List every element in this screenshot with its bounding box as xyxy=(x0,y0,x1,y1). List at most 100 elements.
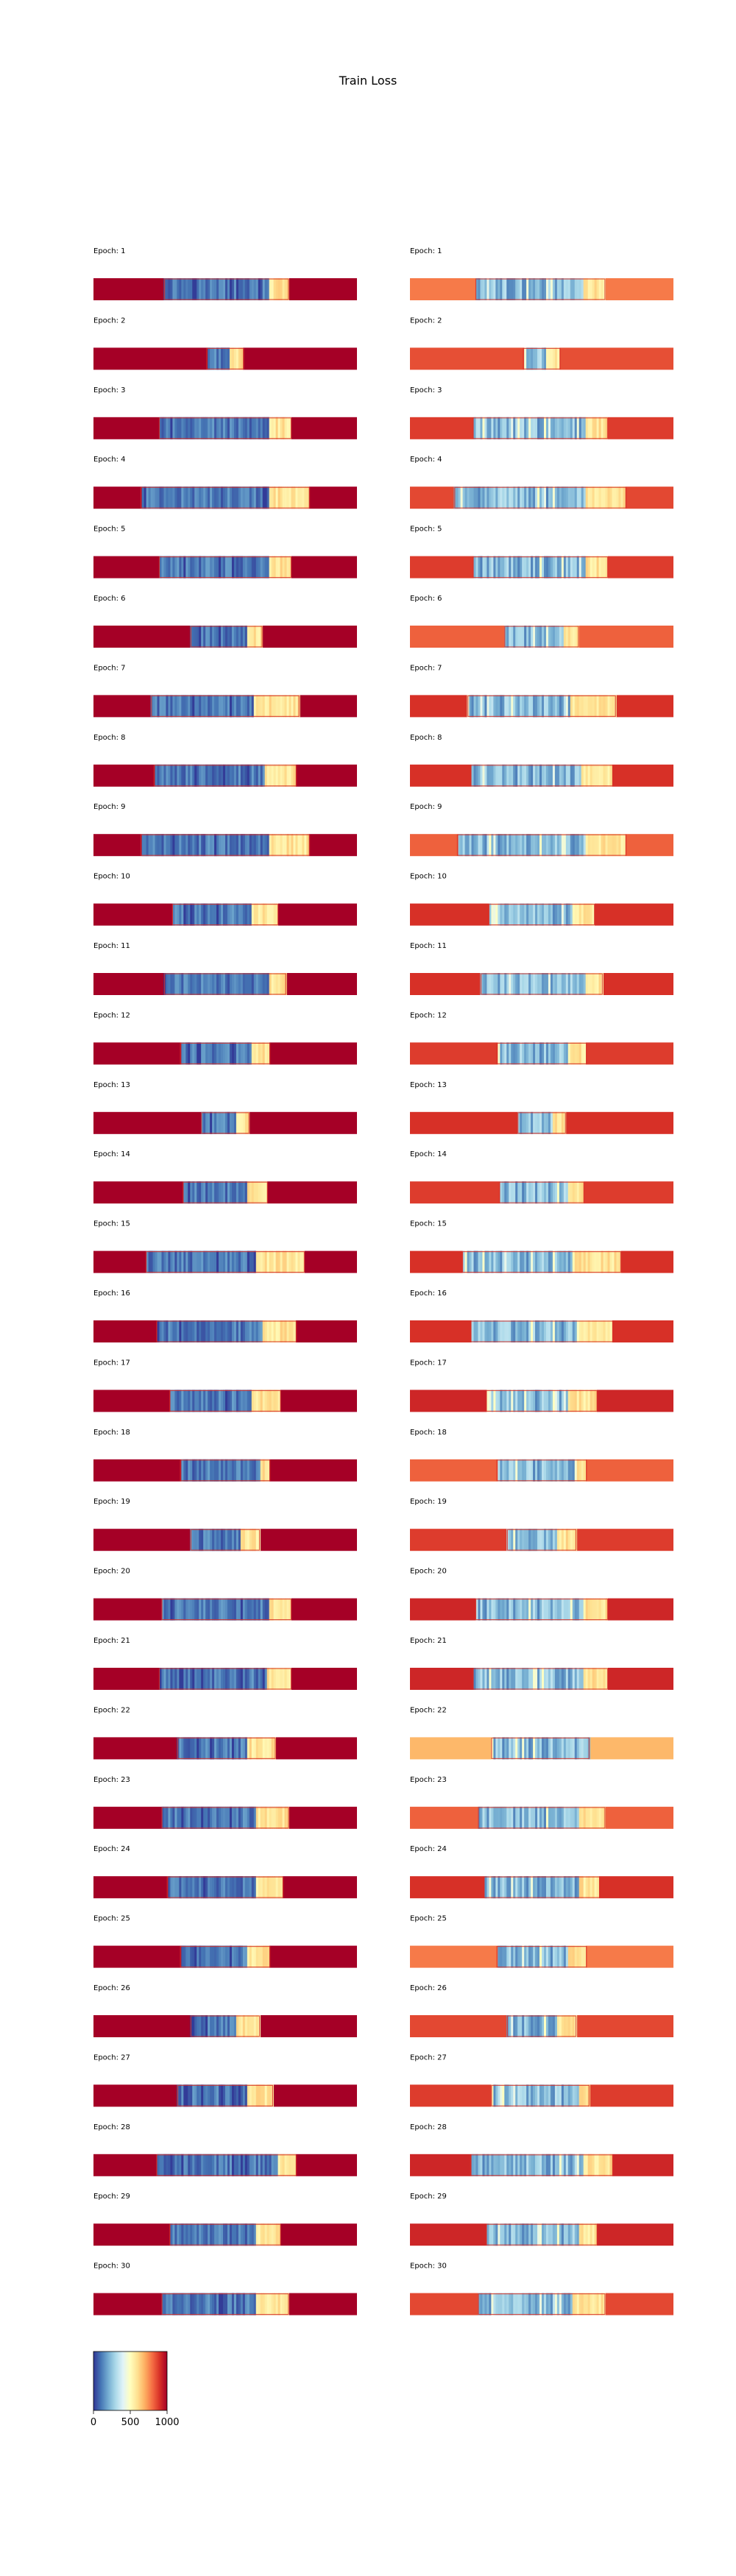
heatmap-cell xyxy=(251,278,255,300)
epoch-label: Epoch: 9 xyxy=(410,803,442,811)
heatmap-cell xyxy=(548,903,551,926)
heatmap-cell xyxy=(570,973,573,995)
heatmap-cell xyxy=(554,626,558,648)
heatmap-cell xyxy=(482,695,485,718)
heatmap-cell xyxy=(223,903,226,926)
heatmap-cell xyxy=(563,1459,567,1482)
heatmap-cell xyxy=(194,2015,197,2037)
heatmap-cell xyxy=(548,1320,551,1342)
heatmap-cell xyxy=(556,1668,560,1690)
heatmap-cell xyxy=(251,556,255,578)
heatmap-cell xyxy=(545,556,549,578)
heatmap-cell xyxy=(515,626,518,648)
heatmap-cell xyxy=(548,834,551,857)
heatmap-cell xyxy=(255,626,259,648)
heatmap-cell xyxy=(531,347,534,370)
heatmap-cell xyxy=(550,2015,553,2037)
heatmap-cell xyxy=(216,278,219,300)
heatmap-cell xyxy=(212,556,215,578)
heatmap-cell xyxy=(240,278,244,300)
heatmap-cell xyxy=(168,1598,171,1621)
heatmap-cell xyxy=(192,1737,195,1760)
heatmap-cell xyxy=(271,973,275,995)
heatmap-cell xyxy=(208,903,210,926)
heatmap-cell xyxy=(152,695,155,718)
heatmap-cell xyxy=(225,1320,228,1342)
heatmap-cell xyxy=(528,1737,531,1760)
heatmap-cell xyxy=(550,834,553,857)
heatmap-cell xyxy=(554,973,558,995)
heatmap-cell xyxy=(570,2084,573,2107)
heatmap-cell xyxy=(618,486,621,509)
heatmap-cell xyxy=(581,1042,584,1065)
heatmap-cell xyxy=(605,1250,608,1273)
heatmap-cell xyxy=(484,1876,487,1899)
heatmap-cell xyxy=(146,834,149,857)
heatmap-cell xyxy=(185,695,188,718)
heatmap-cell xyxy=(504,1042,507,1065)
heatmap-cell xyxy=(491,1876,494,1899)
epoch-label: Epoch: 12 xyxy=(93,1011,130,1019)
heatmap-cell xyxy=(214,2154,217,2176)
heatmap-cell xyxy=(495,1876,498,1899)
heatmap-cell xyxy=(601,1668,604,1690)
heatmap-cell xyxy=(504,2154,507,2176)
epoch-label: Epoch: 5 xyxy=(410,526,442,534)
heatmap-cell xyxy=(533,2015,536,2037)
epoch-label: Epoch: 25 xyxy=(93,1915,130,1923)
heatmap-cell xyxy=(185,834,188,857)
heatmap-cell xyxy=(473,695,476,718)
heatmap-cell xyxy=(253,1529,257,1551)
heatmap-cell xyxy=(574,1181,578,1204)
heatmap-cell xyxy=(572,1737,576,1760)
heatmap-cell xyxy=(554,2154,558,2176)
heatmap-cell xyxy=(223,1181,226,1204)
heatmap-cell xyxy=(515,1737,518,1760)
heatmap-cell xyxy=(506,1598,509,1621)
heatmap-cell xyxy=(548,1042,551,1065)
heatmap-cell xyxy=(194,417,197,439)
heatmap-cell xyxy=(583,278,587,300)
heatmap-cell xyxy=(570,834,573,857)
heatmap-cell xyxy=(502,486,505,509)
heatmap-cell xyxy=(203,834,206,857)
heatmap-cell xyxy=(513,2293,516,2315)
heatmap-cell xyxy=(194,1250,197,1273)
heatmap-cell xyxy=(264,903,268,926)
heatmap-cell xyxy=(509,1042,512,1065)
heatmap-cell xyxy=(229,2223,233,2246)
heatmap-cell xyxy=(515,1876,518,1899)
heatmap-cell xyxy=(585,1876,589,1899)
heatmap-cell xyxy=(219,417,222,439)
segment-outline xyxy=(201,1112,250,1134)
heatmap-cell xyxy=(208,1945,210,1968)
heatmap-cell xyxy=(556,764,560,787)
heatmap-cell xyxy=(515,834,518,857)
heatmap-cell xyxy=(289,417,291,439)
heatmap-cell xyxy=(240,626,244,648)
heatmap-cell xyxy=(609,1320,612,1342)
heatmap-cell xyxy=(161,417,164,439)
heatmap-cell xyxy=(210,2154,213,2176)
heatmap-cell xyxy=(190,2293,193,2315)
heatmap-cell xyxy=(522,1806,525,1829)
heatmap-cell xyxy=(179,1598,182,1621)
heatmap-cell xyxy=(157,1320,160,1342)
heatmap-cell xyxy=(194,278,197,300)
heatmap-cell xyxy=(197,417,199,439)
heatmap-cell xyxy=(554,1876,558,1899)
heatmap-cell xyxy=(185,764,188,787)
heatmap-cell xyxy=(590,278,593,300)
heatmap-cell xyxy=(537,2293,540,2315)
heatmap-cell xyxy=(212,2084,215,2107)
heatmap-cell xyxy=(258,1668,261,1690)
heatmap-cell xyxy=(491,903,494,926)
heatmap-cell xyxy=(535,1042,538,1065)
heatmap-cell xyxy=(522,1111,525,1134)
heatmap-cell xyxy=(194,2223,197,2246)
heatmap-cell xyxy=(236,1529,239,1551)
heatmap-cell xyxy=(552,1320,556,1342)
heatmap-cell xyxy=(486,1806,489,1829)
heatmap-cell xyxy=(537,1737,540,1760)
heatmap-cell xyxy=(520,1668,523,1690)
